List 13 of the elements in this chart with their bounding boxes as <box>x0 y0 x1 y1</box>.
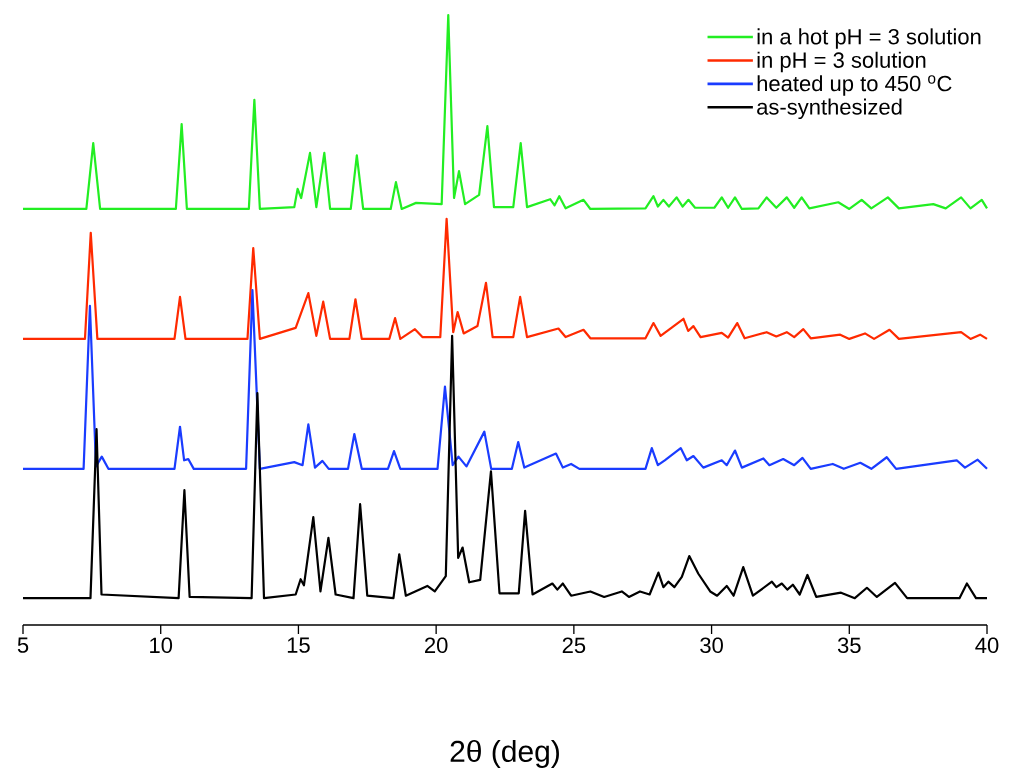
x-tick-label: 20 <box>425 637 448 654</box>
legend-label: in pH = 3 solution <box>757 51 926 73</box>
legend-label: heated up to 450 $^{o}$C <box>757 75 952 96</box>
legend-label: in a hot pH = 3 solution <box>757 28 981 49</box>
x-tick-label: 35 <box>837 637 861 654</box>
x-axis-title: 2θ (deg) <box>450 739 559 768</box>
x-tick-label: 40 <box>975 637 999 654</box>
legend-label: as-synthesized <box>757 98 902 120</box>
x-tick-label: 5 <box>17 637 29 653</box>
x-tick-label: 10 <box>150 637 173 654</box>
x-tick-label: 25 <box>562 637 586 654</box>
x-tick-label: 15 <box>287 637 310 653</box>
x-tick-label: 30 <box>700 637 723 654</box>
